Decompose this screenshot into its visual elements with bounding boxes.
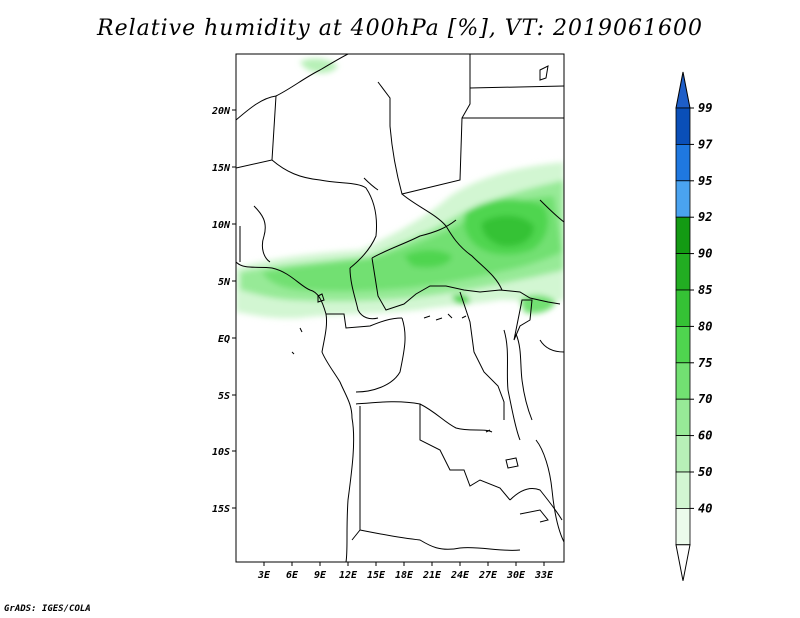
colorbar-segment xyxy=(675,289,691,327)
map-frame xyxy=(235,53,565,563)
colorbar-segment xyxy=(675,180,691,218)
lon-label: 12E xyxy=(339,570,358,581)
humidity-shading xyxy=(236,58,564,319)
colorbar-label: 40 xyxy=(698,501,712,515)
longitude-axis: 3E 6E 9E 12E 15E 18E 21E 24E 27E 30E 33E xyxy=(257,562,554,581)
colorbar-segment xyxy=(675,471,691,509)
lat-label: 15S xyxy=(212,504,230,515)
colorbar-top-arrow xyxy=(675,71,691,109)
lon-label: 9E xyxy=(314,570,327,581)
latitude-axis: 20N 15N 10N 5N EQ 5S 10S 15S xyxy=(211,106,236,515)
lon-label: 3E xyxy=(257,570,271,581)
lat-label: 10N xyxy=(212,220,231,231)
chart-title: Relative humidity at 400hPa [%], VT: 201… xyxy=(97,16,703,41)
colorbar-label: 92 xyxy=(698,210,712,224)
colorbar-segment xyxy=(675,507,691,546)
lat-label: 20N xyxy=(211,106,231,117)
colorbar-label: 90 xyxy=(698,247,712,261)
colorbar-segment xyxy=(675,398,691,437)
lon-label: 21E xyxy=(422,570,442,581)
lon-label: 6E xyxy=(286,570,299,581)
lon-label: 27E xyxy=(478,570,498,581)
colorbar-segment xyxy=(675,435,691,473)
colorbar-label: 70 xyxy=(698,392,712,406)
colorbar-label: 50 xyxy=(698,465,712,479)
colorbar-segment xyxy=(675,325,691,364)
lat-ticks xyxy=(232,109,236,509)
colorbar-label: 99 xyxy=(698,101,712,115)
lat-label: 5S xyxy=(218,391,230,402)
lon-label: 18E xyxy=(395,570,414,581)
colorbar-segment xyxy=(675,362,691,400)
lon-label: 30E xyxy=(506,570,526,581)
colorbar-segment xyxy=(675,253,691,291)
colorbar-segment xyxy=(675,107,691,145)
lat-label: EQ xyxy=(218,334,230,345)
colorbar-label: 85 xyxy=(698,283,712,297)
lat-label: 15N xyxy=(212,163,231,174)
colorbar-segment xyxy=(675,143,691,182)
footer-credit: GrADS: IGES/COLA xyxy=(4,604,91,614)
colorbar-bottom-arrow xyxy=(675,544,691,581)
lon-label: 33E xyxy=(534,570,554,581)
colorbar-label: 80 xyxy=(698,319,712,333)
colorbar-label: 97 xyxy=(698,137,713,151)
lon-label: 15E xyxy=(367,570,386,581)
colorbar-label: 95 xyxy=(698,174,712,188)
coastlines-borders xyxy=(236,54,564,562)
colorbar-segment xyxy=(675,216,691,254)
colorbar-label: 60 xyxy=(698,429,712,443)
colorbar-label: 75 xyxy=(698,356,712,370)
lat-label: 5N xyxy=(218,277,231,288)
lon-label: 24E xyxy=(450,570,470,581)
lon-ticks xyxy=(263,562,545,566)
lat-label: 10S xyxy=(212,447,230,458)
colorbar: 99 97 95 92 90 85 80 75 70 60 50 40 xyxy=(675,71,713,581)
